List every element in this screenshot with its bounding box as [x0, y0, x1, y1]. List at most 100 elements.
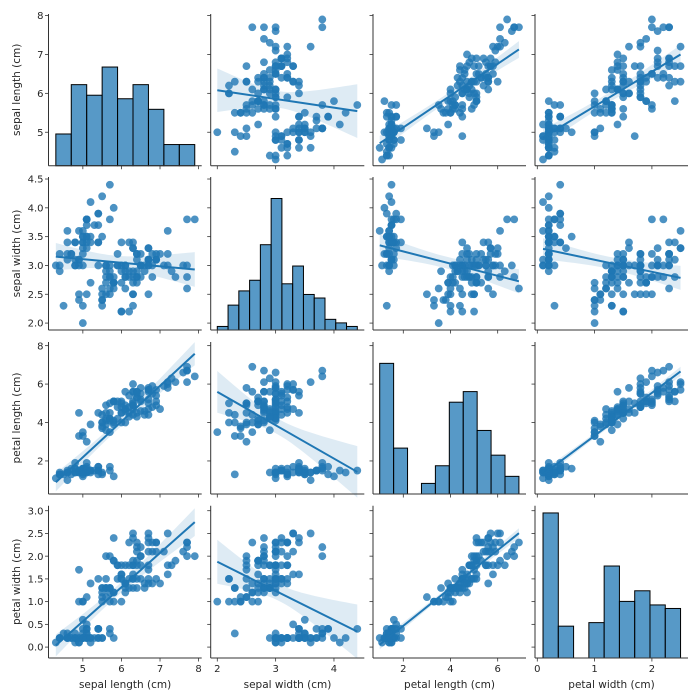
data-point	[109, 203, 118, 212]
data-point	[625, 238, 633, 247]
data-point	[306, 529, 315, 538]
data-point	[458, 238, 467, 247]
data-point	[619, 290, 628, 299]
data-point	[129, 273, 137, 281]
data-point	[248, 362, 257, 371]
data-point	[109, 278, 118, 287]
data-point	[647, 15, 656, 24]
x-tick-label: 6	[118, 664, 124, 675]
data-point	[602, 273, 610, 281]
histogram-bar	[542, 512, 559, 659]
data-point	[613, 273, 622, 281]
x-tick-label: 2	[400, 664, 406, 675]
data-point	[642, 278, 651, 287]
data-point	[152, 255, 161, 264]
data-point	[283, 468, 292, 477]
data-point	[474, 62, 483, 71]
data-point	[479, 81, 488, 90]
data-point	[515, 284, 523, 293]
data-point	[171, 378, 180, 387]
data-point	[385, 250, 394, 258]
data-point	[190, 215, 199, 224]
data-point	[636, 250, 645, 258]
data-point	[636, 273, 645, 281]
histogram-bar	[434, 465, 450, 495]
data-point	[341, 468, 350, 477]
data-point	[636, 93, 645, 102]
data-point	[55, 267, 64, 276]
data-point	[550, 136, 559, 144]
data-point	[129, 267, 137, 276]
data-point	[265, 89, 274, 98]
data-point	[271, 579, 280, 588]
data-point	[312, 466, 321, 475]
data-point	[636, 389, 645, 398]
data-point	[242, 132, 251, 141]
data-point	[318, 625, 327, 633]
data-point	[159, 547, 168, 556]
data-point	[619, 255, 628, 264]
data-point	[670, 77, 679, 86]
data-point	[271, 570, 280, 579]
data-point	[472, 93, 481, 102]
data-point	[248, 597, 257, 606]
panel-0-0: 5 6 7 8	[37, 11, 202, 170]
y-tick-label: 4	[37, 418, 43, 429]
data-point	[446, 290, 455, 299]
data-point	[117, 267, 126, 276]
data-point	[636, 403, 645, 412]
data-point	[318, 634, 327, 642]
data-point	[71, 238, 80, 247]
panel-2-0: 2 4 6 8	[37, 341, 202, 498]
data-point	[260, 23, 268, 32]
data-point	[129, 399, 137, 408]
data-point	[271, 468, 280, 477]
data-point	[515, 538, 523, 547]
data-point	[86, 278, 95, 287]
histogram-bar	[393, 447, 409, 495]
data-point	[183, 366, 191, 375]
data-point	[306, 476, 315, 485]
histogram-bar	[216, 325, 229, 331]
data-point	[596, 290, 605, 299]
data-point	[503, 15, 512, 24]
data-point	[277, 62, 286, 71]
histogram-bar	[132, 84, 149, 167]
data-point	[659, 23, 668, 32]
data-point	[659, 366, 668, 375]
data-point	[676, 385, 685, 394]
data-point	[242, 384, 251, 392]
data-point	[260, 387, 268, 396]
data-point	[544, 226, 553, 235]
data-point	[300, 128, 309, 137]
data-point	[117, 278, 126, 287]
panel-1-2	[369, 177, 526, 334]
data-point	[539, 261, 547, 270]
data-point	[676, 62, 685, 71]
data-point	[105, 629, 114, 638]
data-point	[625, 89, 633, 98]
histogram-bar	[346, 325, 358, 331]
data-point	[397, 634, 405, 642]
data-point	[289, 634, 298, 642]
data-point	[295, 409, 303, 417]
data-point	[78, 250, 87, 258]
data-point	[295, 625, 303, 633]
data-point	[387, 180, 396, 189]
data-point	[94, 238, 103, 247]
data-point	[98, 290, 107, 299]
data-point	[590, 301, 599, 310]
data-point	[236, 424, 245, 433]
data-point	[590, 89, 599, 98]
data-point	[382, 232, 391, 241]
data-point	[539, 226, 547, 235]
data-point	[98, 192, 107, 201]
data-point	[602, 284, 610, 293]
regression-line	[217, 89, 358, 113]
data-point	[230, 470, 239, 479]
data-point	[676, 226, 685, 235]
data-point	[596, 108, 605, 117]
data-point	[318, 15, 327, 24]
data-point	[71, 261, 80, 270]
data-point	[78, 468, 87, 477]
